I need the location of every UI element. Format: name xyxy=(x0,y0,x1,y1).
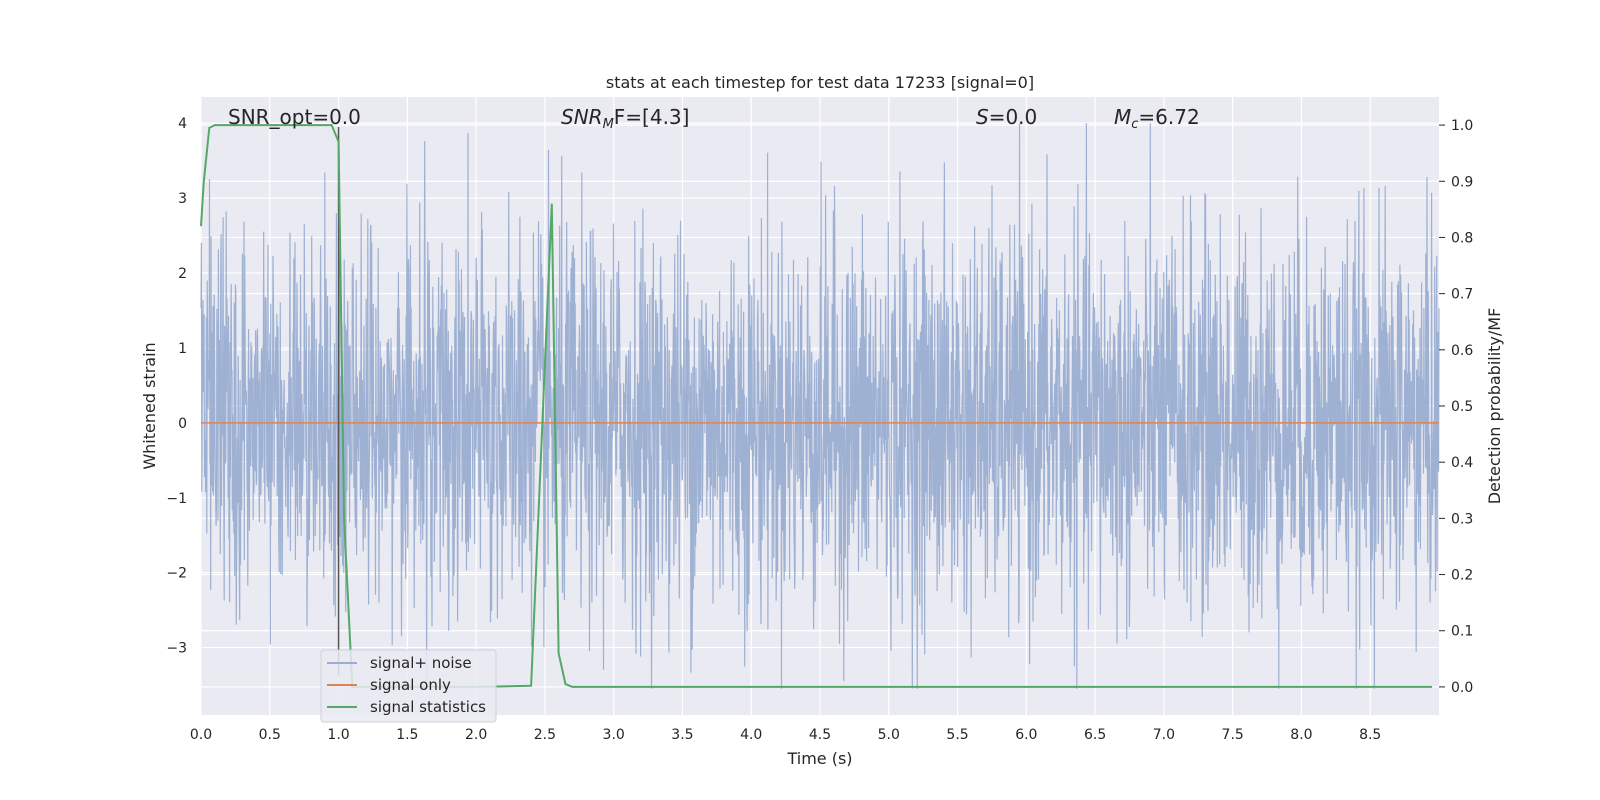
y-left-axis-ticks: −3 −2 −1 0 1 2 3 4 xyxy=(166,116,187,656)
y-left-tick-label: 1 xyxy=(178,341,187,357)
y-left-tick-label: −3 xyxy=(166,641,187,657)
annotation-snr-mf: SNRMF=[4.3] xyxy=(561,105,689,132)
y-left-tick-label: −2 xyxy=(166,566,187,582)
y-right-tick-label: 0.5 xyxy=(1451,399,1473,415)
x-tick-label: 2.5 xyxy=(534,727,556,743)
y-left-tick-label: 0 xyxy=(178,416,187,432)
x-tick-label: 6.5 xyxy=(1084,727,1106,743)
y-right-axis-label: Detection probability/MF xyxy=(1485,308,1504,505)
annotation-snr-mf-main: SNR xyxy=(561,105,603,129)
x-tick-label: 5.0 xyxy=(878,727,900,743)
x-tick-label: 3.0 xyxy=(603,727,625,743)
series-signal-noise xyxy=(200,123,1440,689)
x-tick-label: 1.0 xyxy=(327,727,349,743)
y-right-axis-ticks: 0.0 0.1 0.2 0.3 0.4 0.5 0.6 0.7 0.8 0.9 1.0 xyxy=(1439,118,1473,696)
y-right-tick-label: 0.0 xyxy=(1451,680,1473,696)
annotation-mc-sub: c xyxy=(1131,117,1138,132)
y-right-tick-label: 1.0 xyxy=(1451,118,1473,134)
x-tick-label: 4.5 xyxy=(809,727,831,743)
annotation-s-value: =0.0 xyxy=(989,105,1038,129)
series-line-signal-noise xyxy=(200,123,1440,689)
annotation-mc-value: =6.72 xyxy=(1138,105,1199,129)
legend-label-signal-noise: signal+ noise xyxy=(370,654,472,672)
y-left-tick-label: 4 xyxy=(178,116,187,132)
x-axis-ticks: 0.0 0.5 1.0 1.5 2.0 2.5 3.0 3.5 4.0 4.5 5.0 5.5 6.0 6… xyxy=(190,727,1381,743)
legend-label-signal-only: signal only xyxy=(370,676,451,694)
y-right-tick-label: 0.3 xyxy=(1451,511,1473,527)
x-tick-label: 6.0 xyxy=(1015,727,1037,743)
y-left-axis-label: Whitened strain xyxy=(140,342,159,469)
y-right-tick-label: 0.4 xyxy=(1451,455,1473,471)
annotation-s: S=0.0 xyxy=(976,105,1037,129)
x-tick-label: 7.5 xyxy=(1222,727,1244,743)
y-right-tick-label: 0.9 xyxy=(1451,174,1473,190)
annotation-mc-var: M xyxy=(1114,105,1131,129)
y-right-tick-label: 0.6 xyxy=(1451,343,1473,359)
legend: signal+ noise signal only signal statist… xyxy=(320,649,497,723)
x-tick-label: 3.5 xyxy=(671,727,693,743)
annotation-snr-opt: SNR_opt=0.0 xyxy=(228,105,361,129)
x-tick-label: 4.0 xyxy=(740,727,762,743)
y-right-tick-label: 0.1 xyxy=(1451,624,1473,640)
x-tick-label: 1.5 xyxy=(396,727,418,743)
chart-title: stats at each timestep for test data 172… xyxy=(606,73,1034,92)
x-tick-label: 8.0 xyxy=(1290,727,1312,743)
x-tick-label: 5.5 xyxy=(946,727,968,743)
y-right-tick-label: 0.8 xyxy=(1451,230,1473,246)
y-right-tick-label: 0.7 xyxy=(1451,287,1473,303)
y-left-tick-label: −1 xyxy=(166,491,187,507)
y-left-tick-label: 2 xyxy=(178,266,187,282)
annotation-snr-mf-rest: F=[4.3] xyxy=(614,105,690,129)
x-tick-label: 0.5 xyxy=(259,727,281,743)
annotation-s-var: S xyxy=(976,105,989,129)
y-left-tick-label: 3 xyxy=(178,191,187,207)
annotation-snr-mf-sub: M xyxy=(603,117,614,132)
x-tick-label: 0.0 xyxy=(190,727,212,743)
x-tick-label: 8.5 xyxy=(1359,727,1381,743)
legend-label-signal-statistics: signal statistics xyxy=(370,698,486,716)
y-right-tick-label: 0.2 xyxy=(1451,568,1473,584)
x-tick-label: 7.0 xyxy=(1153,727,1175,743)
legend-box xyxy=(320,649,497,723)
x-axis-label: Time (s) xyxy=(786,749,852,768)
annotation-mc: Mc=6.72 xyxy=(1114,105,1200,132)
x-tick-label: 2.0 xyxy=(465,727,487,743)
